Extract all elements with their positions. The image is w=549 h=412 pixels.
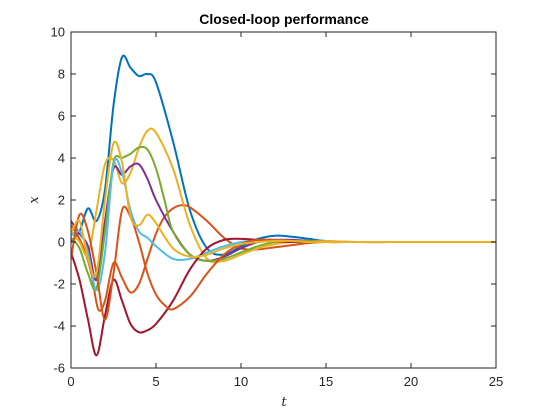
y-axis-label: x xyxy=(27,196,42,204)
x-tick-label: 0 xyxy=(67,374,74,389)
x-tick-label: 20 xyxy=(404,374,418,389)
chart-title: Closed-loop performance xyxy=(199,11,369,27)
y-tick-label: 8 xyxy=(58,67,65,82)
series-line-9 xyxy=(71,140,496,278)
y-tick-label: 0 xyxy=(58,235,65,250)
y-tick-label: 2 xyxy=(58,193,65,208)
x-tick-label: 10 xyxy=(234,374,248,389)
y-tick-label: -4 xyxy=(53,319,65,334)
x-tick-label: 15 xyxy=(319,374,333,389)
series-line-1 xyxy=(71,54,496,256)
y-tick-label: 6 xyxy=(58,109,65,124)
series-group xyxy=(71,54,496,357)
x-axis-label: t xyxy=(281,395,287,410)
series-line-5 xyxy=(71,145,496,291)
y-tick-label: -6 xyxy=(53,361,65,376)
y-tick-label: 10 xyxy=(51,25,65,40)
series-line-2 xyxy=(71,204,496,312)
x-tick-label: 25 xyxy=(489,374,503,389)
y-tick-label: 4 xyxy=(58,151,65,166)
x-tick-label: 5 xyxy=(152,374,159,389)
y-tick-label: -2 xyxy=(53,277,65,292)
